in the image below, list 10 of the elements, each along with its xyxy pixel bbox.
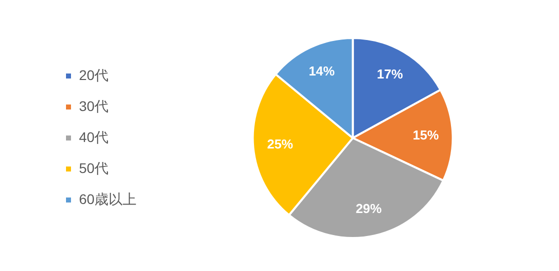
legend-label: 20代: [79, 66, 109, 83]
data-label: 17%: [376, 66, 404, 82]
data-label: 14%: [308, 64, 336, 79]
data-label: 29%: [356, 200, 382, 216]
legend-label: 60歳以上: [79, 190, 137, 207]
data-label: 25%: [267, 136, 294, 152]
legend-label: 50代: [79, 160, 109, 176]
data-label: 15%: [412, 127, 440, 142]
legend-label: 30代: [79, 98, 109, 114]
legend-label: 40代: [79, 128, 109, 145]
